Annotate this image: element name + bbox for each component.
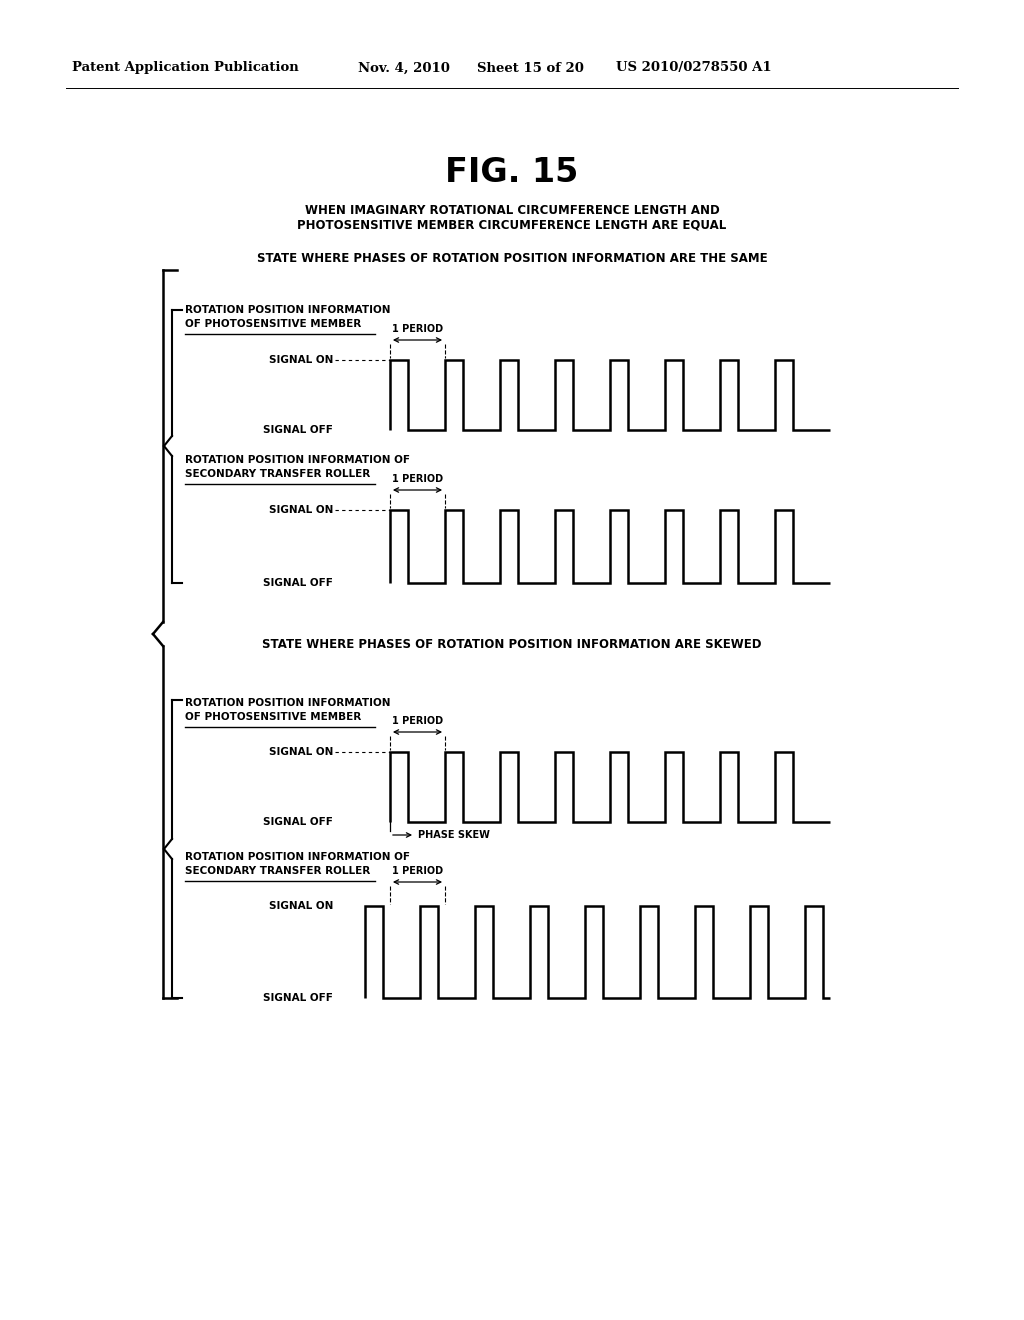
Text: OF PHOTOSENSITIVE MEMBER: OF PHOTOSENSITIVE MEMBER [185, 711, 361, 722]
Text: SIGNAL ON: SIGNAL ON [268, 506, 333, 515]
Text: SIGNAL OFF: SIGNAL OFF [263, 578, 333, 587]
Text: SECONDARY TRANSFER ROLLER: SECONDARY TRANSFER ROLLER [185, 469, 371, 479]
Text: 1 PERIOD: 1 PERIOD [392, 323, 443, 334]
Text: SIGNAL OFF: SIGNAL OFF [263, 993, 333, 1003]
Text: SIGNAL ON: SIGNAL ON [268, 355, 333, 366]
Text: 1 PERIOD: 1 PERIOD [392, 866, 443, 876]
Text: ROTATION POSITION INFORMATION OF: ROTATION POSITION INFORMATION OF [185, 851, 410, 862]
Text: SIGNAL OFF: SIGNAL OFF [263, 425, 333, 436]
Text: SIGNAL ON: SIGNAL ON [268, 902, 333, 911]
Text: OF PHOTOSENSITIVE MEMBER: OF PHOTOSENSITIVE MEMBER [185, 319, 361, 329]
Text: Patent Application Publication: Patent Application Publication [72, 62, 299, 74]
Text: SIGNAL ON: SIGNAL ON [268, 747, 333, 756]
Text: ROTATION POSITION INFORMATION OF: ROTATION POSITION INFORMATION OF [185, 455, 410, 465]
Text: STATE WHERE PHASES OF ROTATION POSITION INFORMATION ARE SKEWED: STATE WHERE PHASES OF ROTATION POSITION … [262, 639, 762, 652]
Text: Nov. 4, 2010: Nov. 4, 2010 [358, 62, 450, 74]
Text: SIGNAL OFF: SIGNAL OFF [263, 817, 333, 828]
Text: PHOTOSENSITIVE MEMBER CIRCUMFERENCE LENGTH ARE EQUAL: PHOTOSENSITIVE MEMBER CIRCUMFERENCE LENG… [297, 219, 727, 231]
Text: ROTATION POSITION INFORMATION: ROTATION POSITION INFORMATION [185, 698, 390, 708]
Text: SECONDARY TRANSFER ROLLER: SECONDARY TRANSFER ROLLER [185, 866, 371, 876]
Text: 1 PERIOD: 1 PERIOD [392, 715, 443, 726]
Text: STATE WHERE PHASES OF ROTATION POSITION INFORMATION ARE THE SAME: STATE WHERE PHASES OF ROTATION POSITION … [257, 252, 767, 264]
Text: US 2010/0278550 A1: US 2010/0278550 A1 [616, 62, 772, 74]
Text: FIG. 15: FIG. 15 [445, 156, 579, 189]
Text: PHASE SKEW: PHASE SKEW [418, 830, 489, 840]
Text: 1 PERIOD: 1 PERIOD [392, 474, 443, 484]
Text: WHEN IMAGINARY ROTATIONAL CIRCUMFERENCE LENGTH AND: WHEN IMAGINARY ROTATIONAL CIRCUMFERENCE … [304, 203, 720, 216]
Text: ROTATION POSITION INFORMATION: ROTATION POSITION INFORMATION [185, 305, 390, 315]
Text: Sheet 15 of 20: Sheet 15 of 20 [477, 62, 584, 74]
